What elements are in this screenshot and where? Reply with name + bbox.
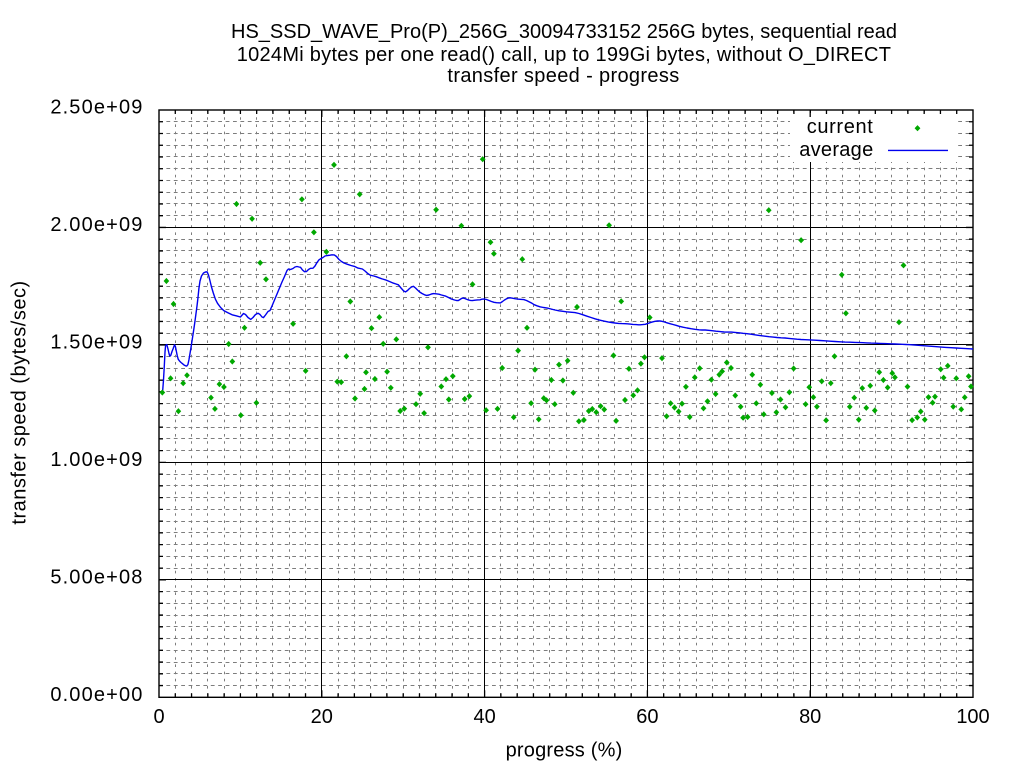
svg-text:100: 100 [956,706,989,728]
svg-text:average: average [799,139,873,161]
svg-text:40: 40 [473,706,495,728]
svg-text:0.00e+00: 0.00e+00 [50,684,143,706]
svg-text:60: 60 [636,706,658,728]
svg-text:20: 20 [311,706,333,728]
svg-text:progress (%): progress (%) [506,740,623,762]
svg-text:80: 80 [799,706,821,728]
svg-text:transfer speed (bytes/sec): transfer speed (bytes/sec) [9,280,31,524]
svg-text:1.00e+09: 1.00e+09 [50,449,143,471]
svg-text:1.50e+09: 1.50e+09 [50,331,143,353]
svg-text:1024Mi bytes per one read() ca: 1024Mi bytes per one read() call, up to … [237,44,892,66]
svg-text:transfer speed - progress: transfer speed - progress [447,65,679,87]
svg-text:current: current [807,116,874,138]
svg-text:HS_SSD_WAVE_Pro(P)_256G_300947: HS_SSD_WAVE_Pro(P)_256G_30094733152 256G… [231,21,897,43]
svg-text:2.50e+09: 2.50e+09 [50,97,143,119]
svg-text:5.00e+08: 5.00e+08 [50,566,143,588]
svg-text:2.00e+09: 2.00e+09 [50,214,143,236]
svg-text:0: 0 [153,706,164,728]
